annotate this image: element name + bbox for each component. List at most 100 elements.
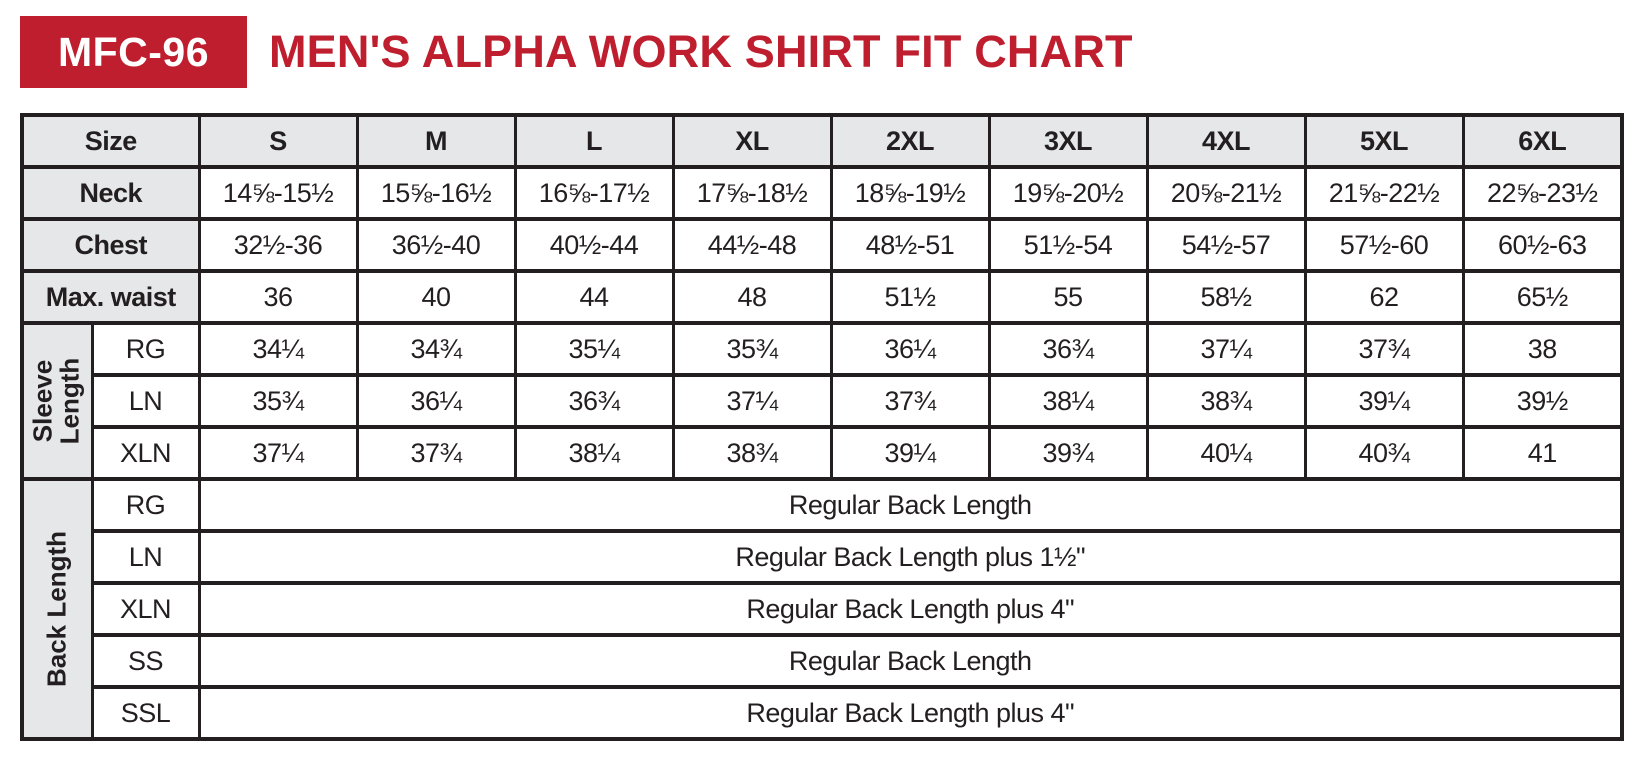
sleeve-ln-value-cell: 39¼	[1303, 373, 1465, 429]
neck-value-cell: 18⅝-19½	[829, 165, 991, 221]
chest-row-label: Chest	[20, 217, 201, 273]
sleeve-xln-value-cell: 40¾	[1303, 425, 1465, 481]
back-ssl-value-cell: Regular Back Length plus 4"	[197, 685, 1624, 741]
col-header-xl: XL	[671, 113, 833, 169]
sleeve-xln-value-cell: 38¼	[513, 425, 675, 481]
sleeve-rg-label: RG	[90, 321, 201, 377]
col-header-6xl: 6XL	[1461, 113, 1624, 169]
back-ln-row: LN Regular Back Length plus 1½"	[22, 529, 1624, 585]
model-badge: MFC-96	[20, 16, 247, 88]
back-ln-label: LN	[90, 529, 201, 585]
sleeve-ln-value-cell: 37¾	[829, 373, 991, 429]
sleeve-xln-value-cell: 37¼	[197, 425, 359, 481]
sleeve-ln-value-cell: 38¾	[1145, 373, 1307, 429]
sleeve-xln-label: XLN	[90, 425, 201, 481]
max-waist-value-cell: 62	[1303, 269, 1465, 325]
max-waist-row-label: Max. waist	[20, 269, 201, 325]
size-header-label: Size	[20, 113, 201, 169]
sleeve-xln-value-cell: 39¾	[987, 425, 1149, 481]
neck-value-cell: 20⅝-21½	[1145, 165, 1307, 221]
neck-value-cell: 19⅝-20½	[987, 165, 1149, 221]
neck-value-cell: 17⅝-18½	[671, 165, 833, 221]
max-waist-value-cell: 48	[671, 269, 833, 325]
chest-value-cell: 40½-44	[513, 217, 675, 273]
page-header: MFC-96 MEN'S ALPHA WORK SHIRT FIT CHART	[20, 16, 1133, 88]
sleeve-rg-row: Sleeve Length RG 34¼ 34¾ 35¼ 35¾ 36¼ 36¾…	[20, 321, 1624, 481]
max-waist-value-cell: 65½	[1461, 269, 1624, 325]
col-header-4xl: 4XL	[1145, 113, 1307, 169]
col-header-l: L	[513, 113, 675, 169]
max-waist-value-cell: 36	[197, 269, 359, 325]
sleeve-length-vertical-text: Sleeve Length	[27, 357, 86, 445]
sleeve-rg-value-cell: 35¾	[671, 321, 833, 377]
col-header-3xl: 3XL	[987, 113, 1149, 169]
sleeve-ln-value-cell: 38¼	[987, 373, 1149, 429]
sleeve-rg-value-cell: 35¼	[513, 321, 675, 377]
sleeve-rg-value-cell: 34¾	[355, 321, 517, 377]
back-length-vertical-text: Back Length	[41, 530, 72, 688]
chest-value-cell: 44½-48	[671, 217, 833, 273]
sleeve-ln-value-cell: 36¾	[513, 373, 675, 429]
back-ssl-row: SSL Regular Back Length plus 4"	[22, 685, 1624, 741]
back-xln-label: XLN	[90, 581, 201, 637]
max-waist-value-cell: 44	[513, 269, 675, 325]
sleeve-ln-value-cell: 39½	[1461, 373, 1624, 429]
fit-chart-table: Size S M L XL 2XL 3XL 4XL 5XL 6XL Neck 1…	[20, 113, 1624, 741]
sleeve-length-group-label: Sleeve Length	[20, 321, 94, 481]
sleeve-rg-value-cell: 37¾	[1303, 321, 1465, 377]
sleeve-xln-value-cell: 37¾	[355, 425, 517, 481]
max-waist-row: Max. waist 36 40 44 48 51½ 55 58½ 62 65½	[20, 269, 1624, 325]
neck-row-label: Neck	[20, 165, 201, 221]
page-title: MEN'S ALPHA WORK SHIRT FIT CHART	[269, 26, 1133, 77]
back-ln-value-cell: Regular Back Length plus 1½"	[197, 529, 1624, 585]
col-header-s: S	[197, 113, 359, 169]
col-header-m: M	[355, 113, 517, 169]
chest-value-cell: 36½-40	[355, 217, 517, 273]
size-header-row: Size S M L XL 2XL 3XL 4XL 5XL 6XL	[20, 113, 1624, 169]
back-rg-row: Back Length RG Regular Back Length	[20, 477, 1624, 741]
max-waist-value-cell: 40	[355, 269, 517, 325]
max-waist-value-cell: 58½	[1145, 269, 1307, 325]
back-rg-label: RG	[90, 477, 201, 533]
back-rg-value-cell: Regular Back Length	[197, 477, 1624, 533]
sleeve-rg-value-cell: 37¼	[1145, 321, 1307, 377]
sleeve-ln-value-cell: 36¼	[355, 373, 517, 429]
chest-value-cell: 54½-57	[1145, 217, 1307, 273]
back-ss-label: SS	[90, 633, 201, 689]
back-ss-value-cell: Regular Back Length	[197, 633, 1624, 689]
neck-value-cell: 16⅝-17½	[513, 165, 675, 221]
neck-value-cell: 15⅝-16½	[355, 165, 517, 221]
max-waist-value-cell: 51½	[829, 269, 991, 325]
back-ssl-label: SSL	[90, 685, 201, 741]
col-header-5xl: 5XL	[1303, 113, 1465, 169]
neck-value-cell: 22⅝-23½	[1461, 165, 1624, 221]
back-ss-row: SS Regular Back Length	[22, 633, 1624, 689]
sleeve-xln-value-cell: 41	[1461, 425, 1624, 481]
sleeve-rg-value-cell: 36¼	[829, 321, 991, 377]
sleeve-ln-row: LN 35¾ 36¼ 36¾ 37¼ 37¾ 38¼ 38¾ 39¼ 39½	[22, 373, 1624, 429]
chest-value-cell: 32½-36	[197, 217, 359, 273]
chest-value-cell: 51½-54	[987, 217, 1149, 273]
sleeve-xln-value-cell: 39¼	[829, 425, 991, 481]
neck-row: Neck 14⅝-15½ 15⅝-16½ 16⅝-17½ 17⅝-18½ 18⅝…	[20, 165, 1624, 221]
chest-value-cell: 60½-63	[1461, 217, 1624, 273]
max-waist-value-cell: 55	[987, 269, 1149, 325]
sleeve-ln-label: LN	[90, 373, 201, 429]
sleeve-ln-value-cell: 37¼	[671, 373, 833, 429]
sleeve-xln-row: XLN 37¼ 37¾ 38¼ 38¾ 39¼ 39¾ 40¼ 40¾ 41	[22, 425, 1624, 481]
neck-value-cell: 21⅝-22½	[1303, 165, 1465, 221]
col-header-2xl: 2XL	[829, 113, 991, 169]
sleeve-rg-value-cell: 38	[1461, 321, 1624, 377]
sleeve-rg-value-cell: 34¼	[197, 321, 359, 377]
sleeve-rg-value-cell: 36¾	[987, 321, 1149, 377]
back-xln-value-cell: Regular Back Length plus 4"	[197, 581, 1624, 637]
chest-value-cell: 48½-51	[829, 217, 991, 273]
back-length-group-label: Back Length	[20, 477, 94, 741]
neck-value-cell: 14⅝-15½	[197, 165, 359, 221]
chest-value-cell: 57½-60	[1303, 217, 1465, 273]
back-xln-row: XLN Regular Back Length plus 4"	[22, 581, 1624, 637]
sleeve-xln-value-cell: 38¾	[671, 425, 833, 481]
sleeve-xln-value-cell: 40¼	[1145, 425, 1307, 481]
chest-row: Chest 32½-36 36½-40 40½-44 44½-48 48½-51…	[20, 217, 1624, 273]
